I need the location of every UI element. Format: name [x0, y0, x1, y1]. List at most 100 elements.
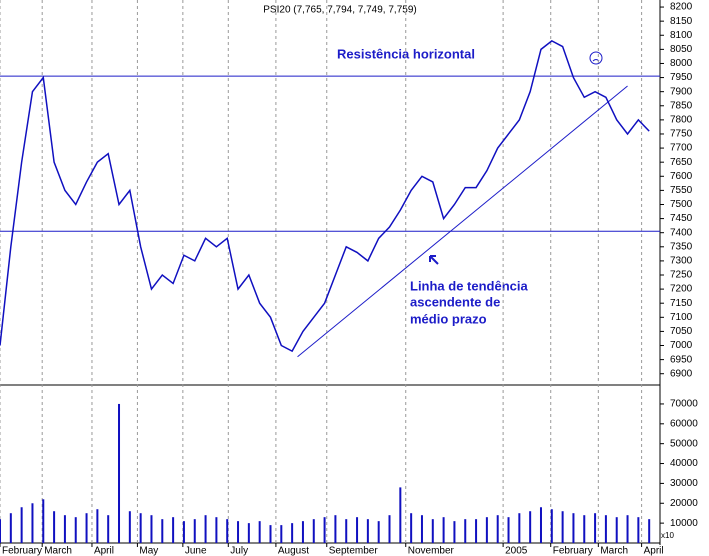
y2-tick-label: 50000 [670, 438, 698, 449]
volume-bar [561, 511, 564, 543]
y2-tick-label: 30000 [670, 478, 698, 489]
volume-bar [312, 519, 315, 543]
x-tick-label: March [600, 546, 628, 556]
y2-tick-label: 40000 [670, 458, 698, 469]
volume-bar [280, 525, 283, 543]
y-tick-label: 8000 [670, 58, 693, 69]
y-tick-label: 7200 [670, 284, 693, 295]
volume-bar [150, 515, 153, 543]
volume-bar [399, 487, 402, 543]
y-tick-label: 7800 [670, 115, 693, 126]
volume-bar [96, 509, 99, 543]
volume-bar [63, 515, 66, 543]
volume-bar [366, 519, 369, 543]
volume-bar [475, 519, 478, 543]
volume-bar [345, 519, 348, 543]
y-tick-label: 8050 [670, 44, 693, 55]
volume-bar [74, 517, 77, 543]
volume-bar [323, 517, 326, 543]
volume-bar [9, 513, 12, 543]
volume-bar [334, 515, 337, 543]
y-tick-label: 7650 [670, 157, 693, 168]
annotation: médio prazo [410, 311, 487, 326]
volume-bar [388, 515, 391, 543]
volume-bar [258, 521, 261, 543]
volume-bar [85, 513, 88, 543]
y-tick-label: 7850 [670, 100, 693, 111]
y-tick-label: 7750 [670, 129, 693, 140]
x-tick-label: 2005 [505, 546, 528, 556]
y-tick-label: 7000 [670, 340, 693, 351]
volume-bar [453, 521, 456, 543]
y-tick-label: 7050 [670, 326, 693, 337]
volume-bar [226, 519, 229, 543]
volume-bar [291, 523, 294, 543]
volume-bar [594, 513, 597, 543]
volume-bar [118, 403, 121, 543]
y-tick-label: 8150 [670, 16, 693, 27]
volume-bar [301, 521, 304, 543]
y2-tick-label: 70000 [670, 399, 698, 410]
x-tick-label: August [278, 546, 309, 556]
arrow [429, 255, 439, 265]
y-tick-label: 7100 [670, 312, 693, 323]
volume-bar [269, 525, 272, 543]
volume-bar [193, 519, 196, 543]
y-tick-label: 7900 [670, 86, 693, 97]
volume-bar [648, 519, 651, 543]
smiley-icon [589, 51, 603, 65]
y-tick-label: 7400 [670, 227, 693, 238]
x-tick-label: March [44, 546, 72, 556]
volume-bar [107, 515, 110, 543]
volume-bar [182, 521, 185, 543]
x-tick-label: April [644, 546, 664, 556]
volume-bar [431, 519, 434, 543]
volume-bar [31, 503, 34, 543]
volume-bar [139, 513, 142, 543]
volume-bar [583, 515, 586, 543]
volume-bar [507, 517, 510, 543]
y-tick-label: 7450 [670, 213, 693, 224]
volume-bar [42, 499, 45, 543]
volume-bar [604, 515, 607, 543]
volume-bar [518, 513, 521, 543]
y-tick-label: 7700 [670, 143, 693, 154]
volume-bar [464, 519, 467, 543]
y-tick-label: 6950 [670, 354, 693, 365]
y2-tick-label: 20000 [670, 498, 698, 509]
volume-bar [485, 517, 488, 543]
volume-bar [615, 517, 618, 543]
volume-bar [496, 515, 499, 543]
volume-bar [356, 517, 359, 543]
volume-bar [442, 517, 445, 543]
volume-bar [53, 511, 56, 543]
volume-bar [377, 521, 380, 543]
volume-bar [247, 523, 250, 543]
y-tick-label: 8100 [670, 30, 693, 41]
y-tick-label: 7350 [670, 241, 693, 252]
y-tick-label: 7150 [670, 298, 693, 309]
volume-bar [172, 517, 175, 543]
x-tick-label: July [230, 546, 248, 556]
y2-tick-label: 60000 [670, 418, 698, 429]
volume-bar [539, 507, 542, 543]
x-tick-label: June [185, 546, 207, 556]
volume-bar [0, 519, 1, 543]
annotation: ascendente de [410, 294, 500, 309]
x-tick-label: September [329, 546, 379, 556]
y2-tick-label: 10000 [670, 518, 698, 529]
x-tick-label: November [408, 546, 455, 556]
y-tick-label: 6900 [670, 368, 693, 379]
y-tick-label: 7500 [670, 199, 693, 210]
annotation: Resistência horizontal [337, 46, 475, 61]
volume-bar [420, 515, 423, 543]
volume-bar [20, 507, 23, 543]
y-tick-label: 7950 [670, 72, 693, 83]
volume-bar [128, 511, 131, 543]
volume-unit: x10 [661, 531, 674, 540]
volume-bar [237, 521, 240, 543]
volume-bar [410, 513, 413, 543]
x-tick-label: February [2, 546, 42, 556]
volume-bar [161, 519, 164, 543]
